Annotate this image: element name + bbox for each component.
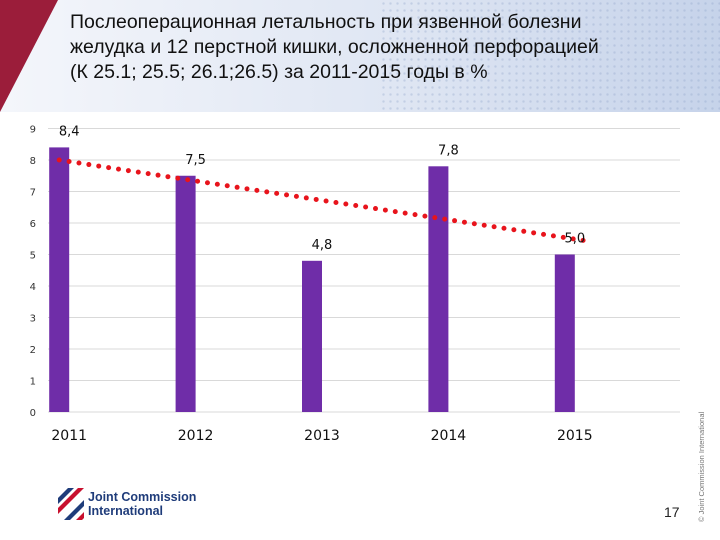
data-label: 5,0	[564, 232, 585, 247]
world-map-pattern	[380, 0, 720, 112]
jci-logo: Joint Commission International	[58, 486, 234, 528]
x-tick-label: 2014	[431, 428, 467, 444]
title-line-2: желудка и 12 перстной кишки, осложненной…	[70, 36, 599, 58]
logo-line-2: International	[88, 504, 164, 518]
bar	[49, 147, 70, 412]
jci-logo-mark-icon	[58, 488, 84, 520]
y-tick-label: 7	[30, 188, 36, 199]
copyright-note: © Joint Commission International	[697, 411, 706, 522]
data-labels: 8,4 7,5 4,8 7,8 5,0	[59, 124, 585, 252]
title-line-1: Послеоперационная летальность при язвенн…	[70, 11, 582, 33]
trendline-dots	[56, 157, 596, 245]
y-tick-label: 6	[30, 219, 36, 230]
bars	[49, 147, 575, 412]
y-tick-label: 1	[30, 377, 36, 388]
y-axis-ticks: 0 1 2 3 4 5 6 7 8 9	[30, 125, 36, 420]
y-tick-label: 8	[30, 156, 36, 167]
trendline	[56, 157, 596, 245]
logo-line-1: Joint Commission	[88, 490, 197, 504]
bar	[302, 260, 322, 412]
y-tick-label: 0	[30, 408, 36, 419]
y-tick-label: 3	[30, 314, 36, 325]
bar	[428, 166, 449, 412]
x-tick-label: 2015	[557, 428, 593, 444]
y-tick-label: 9	[30, 125, 36, 136]
page-number: 17	[664, 504, 680, 520]
y-tick-label: 5	[30, 251, 36, 262]
data-label: 8,4	[59, 124, 80, 139]
data-label: 7,8	[438, 143, 459, 158]
y-tick-label: 2	[30, 345, 36, 356]
data-label: 4,8	[312, 238, 333, 253]
slide-header: Послеоперационная летальность при язвенн…	[0, 0, 720, 112]
jci-logo-text: Joint Commission International	[88, 490, 196, 518]
x-tick-label: 2012	[178, 428, 214, 444]
header-accent-triangle	[0, 0, 58, 112]
slide-title: Послеоперационная летальность при язвенн…	[70, 10, 710, 85]
bar	[554, 254, 575, 412]
x-tick-label: 2011	[51, 428, 87, 444]
title-line-3: (К 25.1; 25.5; 26.1;26.5) за 2011-2015 г…	[70, 61, 488, 83]
x-axis-ticks: 2011 2012 2013 2014 2015	[51, 428, 592, 444]
x-tick-label: 2013	[304, 428, 340, 444]
bar	[175, 175, 196, 412]
y-tick-label: 4	[30, 282, 36, 293]
data-label: 7,5	[185, 153, 206, 168]
gridlines	[48, 128, 680, 413]
